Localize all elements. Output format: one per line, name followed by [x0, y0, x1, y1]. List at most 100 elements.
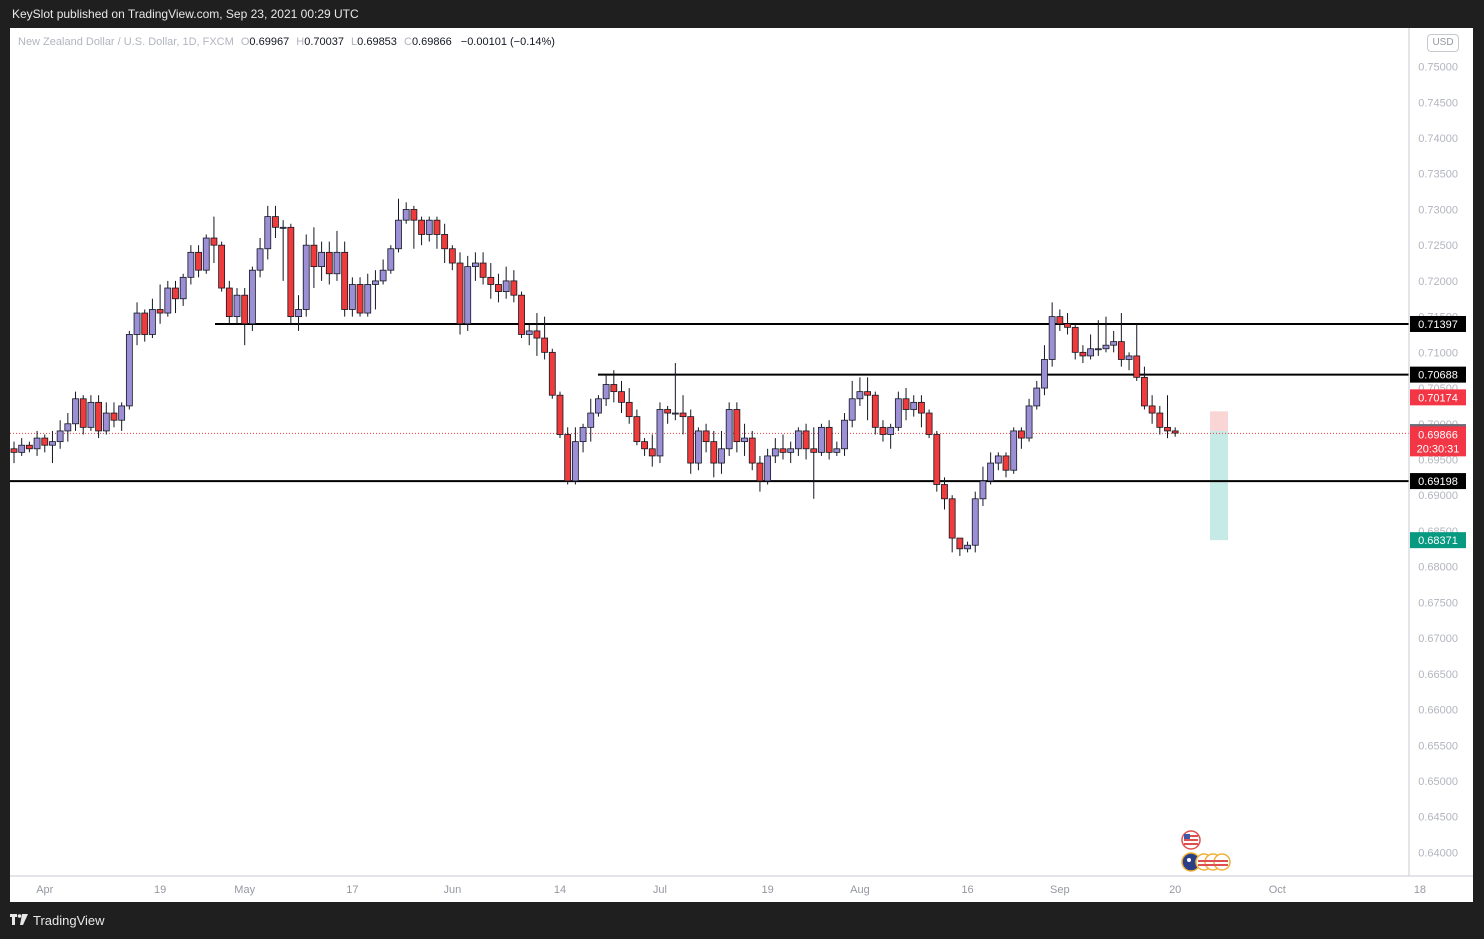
candle-body[interactable] [748, 437, 756, 464]
currency-button[interactable]: USD [1427, 34, 1459, 52]
candle-body[interactable] [871, 394, 879, 428]
candle-body[interactable] [941, 484, 948, 500]
candle-body[interactable] [364, 284, 372, 314]
candle-body[interactable] [1171, 430, 1179, 434]
candle-body[interactable] [856, 391, 864, 400]
candle-body[interactable] [233, 294, 241, 318]
candle-body[interactable] [156, 309, 164, 314]
candle-body[interactable] [710, 441, 718, 464]
candle-body[interactable] [548, 351, 556, 396]
candle-body[interactable] [525, 330, 533, 335]
candle-body[interactable] [302, 244, 310, 310]
candle-body[interactable] [318, 251, 326, 268]
candle-body[interactable] [448, 248, 456, 264]
candle-body[interactable] [533, 330, 541, 339]
candle-body[interactable] [225, 287, 233, 318]
candle-body[interactable] [810, 448, 818, 453]
candle-body[interactable] [287, 226, 295, 318]
candle-body[interactable] [910, 401, 918, 410]
tradingview-logo-icon[interactable] [10, 914, 28, 926]
candle-body[interactable] [733, 409, 741, 443]
candle-body[interactable] [1064, 323, 1071, 328]
candle-body[interactable] [272, 216, 279, 228]
candle-body[interactable] [1002, 455, 1010, 471]
candle-body[interactable] [848, 398, 856, 421]
stop-zone[interactable] [1210, 411, 1228, 432]
candle-body[interactable] [348, 284, 356, 310]
candle-body[interactable] [1102, 344, 1110, 350]
candle-body[interactable] [833, 448, 841, 453]
candle-body[interactable] [433, 219, 441, 235]
candle-body[interactable] [518, 294, 525, 335]
candle-body[interactable] [587, 412, 595, 428]
candle-body[interactable] [1094, 348, 1102, 351]
candle-body[interactable] [41, 437, 49, 446]
candle-body[interactable] [56, 430, 64, 443]
candle-body[interactable] [1025, 405, 1033, 439]
candle-body[interactable] [410, 209, 418, 221]
symbol-name[interactable]: New Zealand Dollar / U.S. Dollar, 1D, FX… [18, 36, 234, 48]
candle-body[interactable] [1117, 341, 1125, 360]
candle-body[interactable] [987, 462, 995, 482]
candle-body[interactable] [864, 391, 871, 396]
candle-body[interactable] [402, 209, 410, 221]
candle-body[interactable] [571, 441, 579, 482]
candle-body[interactable] [1087, 348, 1094, 357]
candle-body[interactable] [741, 437, 748, 443]
candle-body[interactable] [818, 426, 825, 453]
candle-body[interactable] [49, 441, 56, 446]
candle-body[interactable] [25, 444, 33, 450]
candle-body[interactable] [879, 426, 887, 435]
candle-body[interactable] [333, 251, 341, 275]
candle-body[interactable] [1010, 430, 1018, 471]
candle-body[interactable] [79, 398, 87, 428]
candle-body[interactable] [641, 441, 648, 450]
candle-body[interactable] [418, 219, 425, 235]
us-flag-icon[interactable] [1181, 830, 1201, 850]
candle-body[interactable] [372, 280, 379, 285]
candle-body[interactable] [887, 426, 895, 435]
candle-body[interactable] [656, 409, 664, 457]
candle-body[interactable] [633, 416, 641, 443]
candle-body[interactable] [1141, 376, 1148, 407]
candle-body[interactable] [787, 448, 795, 453]
candle-body[interactable] [479, 262, 487, 278]
candle-body[interactable] [841, 419, 848, 450]
candle-body[interactable] [133, 312, 141, 335]
candle-body[interactable] [771, 448, 779, 457]
candle-body[interactable] [310, 244, 318, 268]
candle-body[interactable] [702, 430, 710, 443]
candle-body[interactable] [510, 280, 518, 296]
candle-body[interactable] [595, 398, 602, 414]
candle-body[interactable] [18, 444, 26, 453]
candle-body[interactable] [195, 251, 202, 271]
candle-body[interactable] [172, 287, 179, 300]
candle-body[interactable] [1125, 355, 1133, 360]
candle-body[interactable] [579, 426, 587, 443]
candle-body[interactable] [110, 412, 118, 421]
candle-body[interactable] [456, 262, 464, 325]
candle-body[interactable] [687, 416, 695, 464]
candle-body[interactable] [1017, 430, 1025, 439]
candle-body[interactable] [118, 405, 126, 421]
candle-body[interactable] [679, 412, 687, 418]
candle-body[interactable] [125, 334, 133, 407]
candle-body[interactable] [164, 287, 172, 314]
candle-body[interactable] [625, 401, 633, 418]
candle-body[interactable] [395, 219, 402, 250]
candle-body[interactable] [918, 401, 925, 414]
candle-body[interactable] [72, 398, 79, 425]
candle-body[interactable] [695, 430, 702, 464]
candle-body[interactable] [902, 398, 910, 410]
candle-body[interactable] [541, 337, 549, 353]
candle-body[interactable] [779, 448, 787, 453]
candle-body[interactable] [341, 251, 349, 310]
candle-body[interactable] [602, 384, 610, 400]
candle-body[interactable] [948, 498, 956, 539]
candle-body[interactable] [295, 309, 302, 318]
candle-body[interactable] [671, 412, 679, 415]
candle-body[interactable] [925, 412, 933, 435]
candle-body[interactable] [825, 426, 833, 453]
candle-body[interactable] [725, 409, 733, 450]
